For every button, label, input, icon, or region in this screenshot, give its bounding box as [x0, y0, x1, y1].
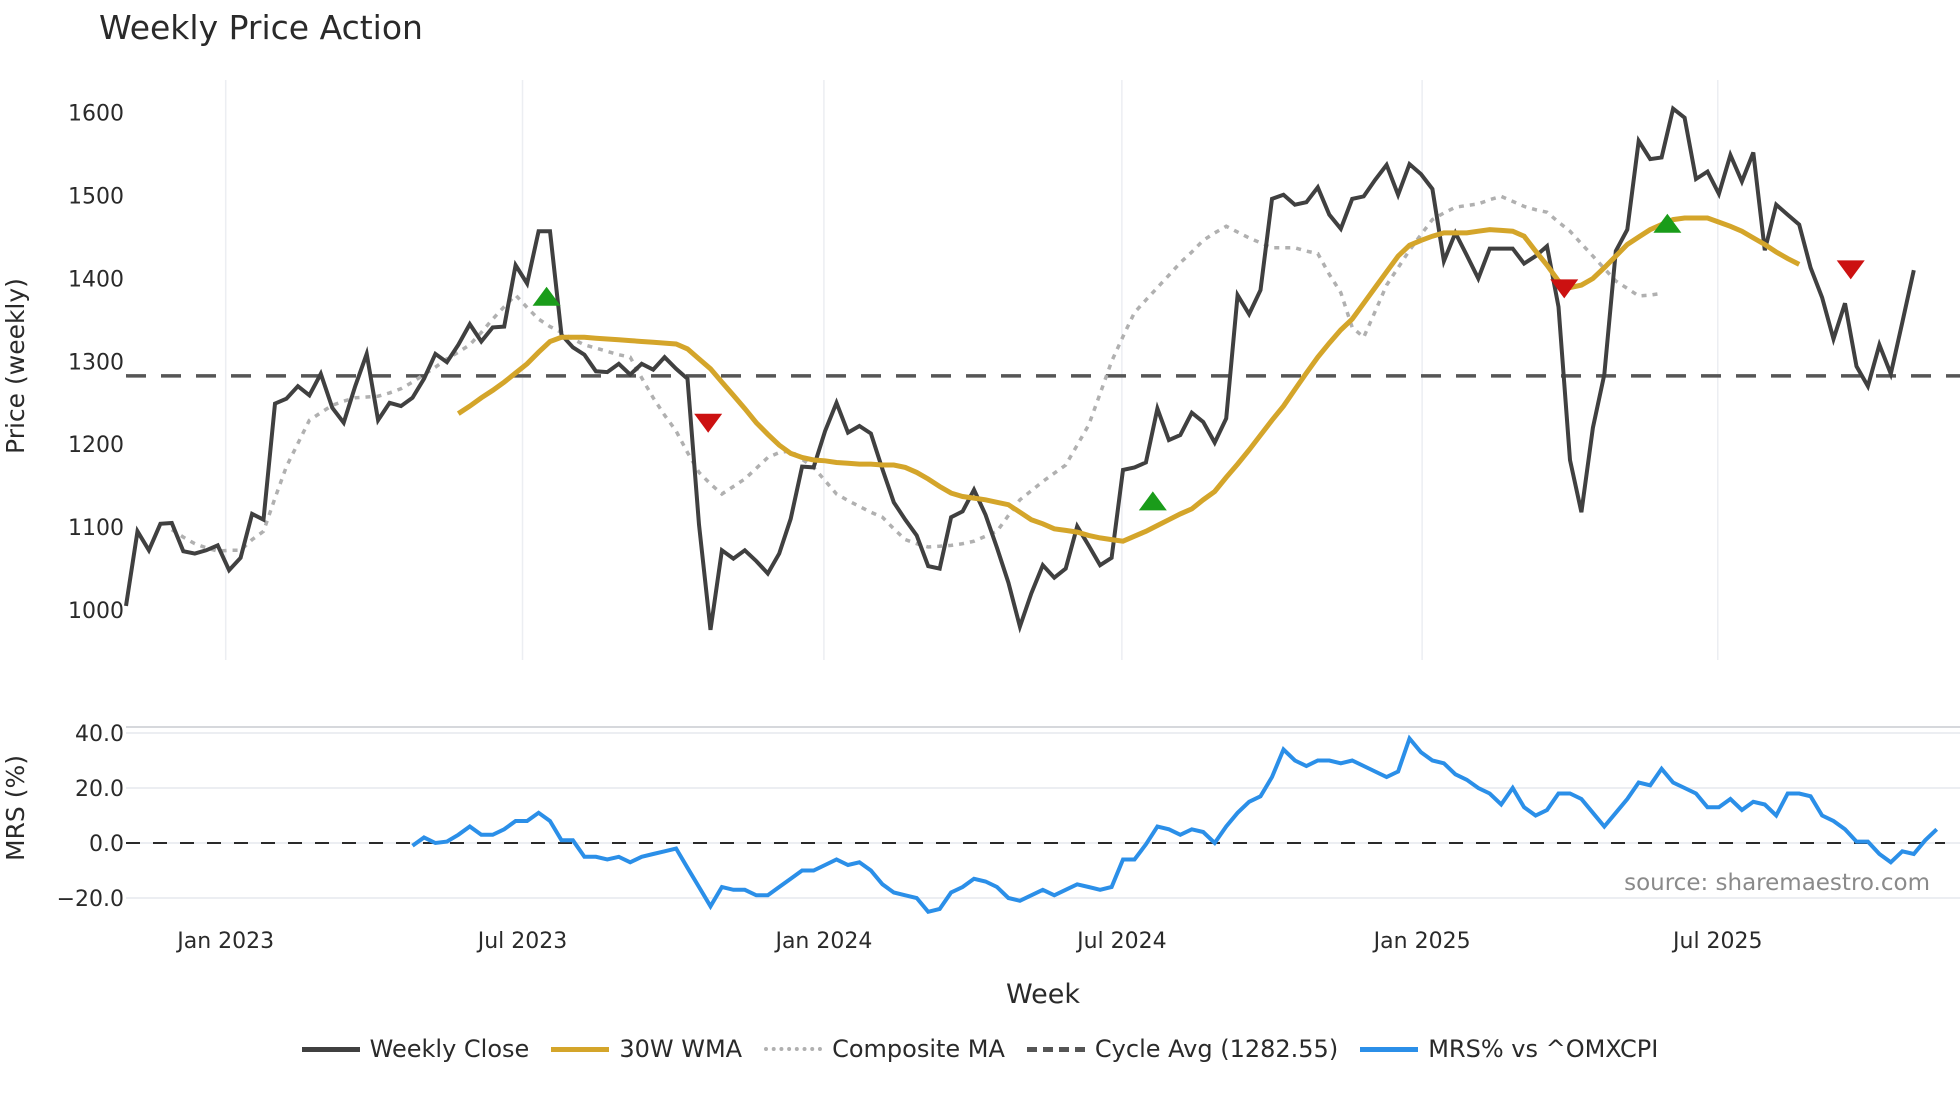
price-tick-label: 1300 [68, 350, 124, 375]
composite-ma-line [170, 194, 1662, 553]
buy-signal-marker [532, 286, 561, 306]
source-annotation: source: sharemaestro.com [1624, 870, 1930, 896]
x-tick-label: Jul 2024 [1075, 929, 1167, 954]
x-tick-label: Jan 2023 [175, 929, 274, 954]
mrs-tick-label: −20.0 [57, 887, 124, 912]
price-axis-title: Price (weekly) [1, 278, 30, 454]
mrs-tick-label: 20.0 [75, 777, 124, 802]
mrs-tick-label: 0.0 [89, 832, 124, 857]
plot-series [124, 105, 1960, 915]
wma-30w-line [456, 215, 1801, 544]
price-tick-label: 1100 [68, 516, 124, 541]
legend-item[interactable]: Cycle Avg (1282.55) [1026, 1035, 1339, 1063]
legend-label: 30W WMA [619, 1035, 743, 1063]
chart-title: Weekly Price Action [99, 8, 423, 47]
weekly-close-line [124, 105, 1916, 634]
legend-swatch-icon [1026, 1046, 1085, 1052]
legend-item[interactable]: 30W WMA [551, 1035, 742, 1063]
legend-item[interactable]: MRS% vs ^OMXCPI [1360, 1035, 1658, 1063]
sell-signal-marker [694, 413, 723, 433]
price-y-axis: 1000 1100 1200 1300 1400 1500 1600 [68, 102, 124, 624]
x-tick-label: Jan 2025 [1372, 929, 1471, 954]
buy-signal-marker [1653, 213, 1682, 233]
legend-swatch-icon [764, 1047, 823, 1051]
legend-item[interactable]: Weekly Close [301, 1035, 530, 1063]
sell-signal-marker [1550, 279, 1579, 299]
buy-signal-marker [1138, 491, 1167, 511]
mrs-y-axis: −20.0 0.0 20.0 40.0 [57, 722, 124, 912]
mrs-line [411, 734, 1939, 915]
legend-label: Composite MA [832, 1035, 1005, 1063]
mrs-axis-title: MRS (%) [1, 755, 30, 861]
legend-swatch-icon [1360, 1046, 1419, 1052]
legend-swatch-icon [551, 1046, 610, 1052]
legend-label: Weekly Close [369, 1035, 530, 1063]
legend: Weekly Close 30W WMA Composite MA Cycle Avg… [0, 1035, 1960, 1063]
gridlines [126, 80, 1960, 899]
mrs-tick-label: 40.0 [75, 722, 124, 747]
x-axis-title: Week [1006, 979, 1080, 1010]
x-axis: Jan 2023 Jul 2023 Jan 2024 Jul 2024 Jan 2025… [175, 929, 1762, 954]
price-tick-label: 1600 [68, 102, 124, 127]
price-tick-label: 1500 [68, 185, 124, 210]
price-tick-label: 1400 [68, 267, 124, 292]
legend-item[interactable]: Composite MA [764, 1035, 1005, 1063]
price-tick-label: 1000 [68, 599, 124, 624]
x-tick-label: Jan 2024 [773, 929, 872, 954]
legend-swatch-icon [301, 1046, 360, 1052]
x-tick-label: Jul 2025 [1671, 929, 1763, 954]
x-tick-label: Jul 2023 [476, 929, 568, 954]
sell-signal-marker [1836, 260, 1865, 280]
legend-label: MRS% vs ^OMXCPI [1428, 1035, 1659, 1063]
legend-label: Cycle Avg (1282.55) [1094, 1035, 1339, 1063]
price-tick-label: 1200 [68, 433, 124, 458]
